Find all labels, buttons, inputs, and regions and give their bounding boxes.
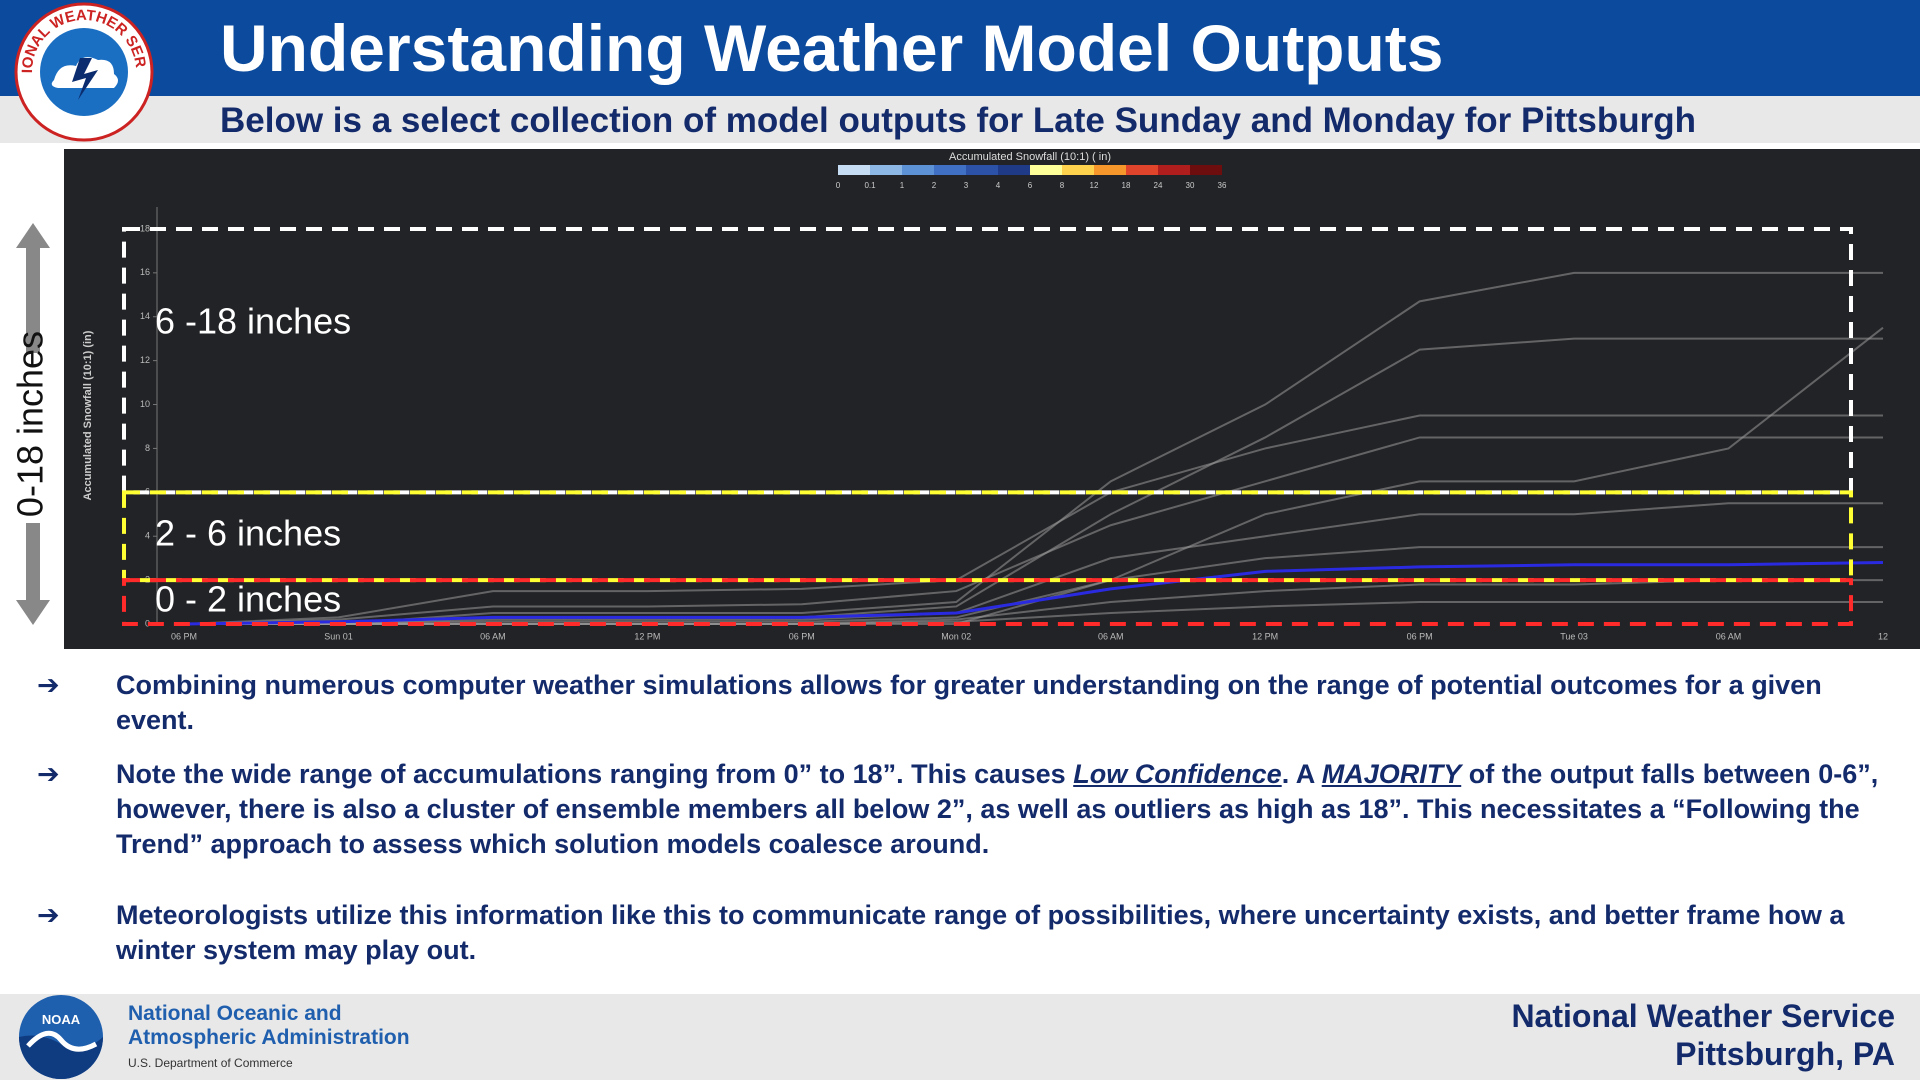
y-tick-label: 12 — [140, 355, 150, 365]
footer-text: National Oceanic and — [128, 1002, 342, 1025]
office-location: Pittsburgh, PA — [1675, 1036, 1895, 1072]
colorbar-title: Accumulated Snowfall (10:1) ( in) — [949, 151, 1111, 163]
range-arrow — [16, 223, 50, 353]
colorbar-label: 36 — [1218, 181, 1227, 190]
range-label: 0-18 inches — [10, 331, 51, 517]
y-axis-label: Accumulated Snowfall (10:1) (in) — [82, 330, 94, 500]
colorbar-label: 0 — [836, 181, 841, 190]
x-tick-label: 12 — [1878, 631, 1888, 641]
colorbar-label: 3 — [964, 181, 969, 190]
range-box — [122, 226, 1853, 495]
footer-text: U.S. Department of Commerce — [128, 1056, 293, 1070]
text-run: MAJORITY — [1321, 759, 1462, 789]
nws-logo: NATIONAL WEATHER SERVICE — [14, 2, 154, 142]
y-tick-label: 0 — [145, 618, 150, 628]
colorbar-swatch — [1158, 165, 1190, 175]
text-run: Combining numerous computer weather simu… — [116, 670, 1822, 735]
colorbar-swatch — [1126, 165, 1158, 175]
colorbar-swatch — [870, 165, 902, 175]
text-run: . A — [1281, 759, 1322, 789]
member-line — [184, 502, 1883, 625]
subtitle-bar — [0, 96, 1920, 143]
member-line — [184, 271, 1883, 625]
colorbar-label: 0.1 — [864, 181, 876, 190]
range-box-label: 0 - 2 inches — [155, 579, 341, 620]
bullet-text: Meteorologists utilize this information … — [116, 898, 1887, 968]
colorbar-label: 12 — [1090, 181, 1099, 190]
colorbar-label: 18 — [1122, 181, 1131, 190]
colorbar-label: 1 — [900, 181, 905, 190]
text-run: Meteorologists utilize this information … — [116, 900, 1845, 965]
x-tick-label: Sun 01 — [324, 631, 353, 641]
colorbar-label: 2 — [932, 181, 937, 190]
colorbar-label: 4 — [996, 181, 1001, 190]
y-tick-label: 10 — [140, 399, 150, 409]
colorbar-swatch — [934, 165, 966, 175]
member-line — [183, 414, 1883, 625]
header-bar — [0, 0, 1920, 96]
x-tick-label: Tue 03 — [1560, 631, 1588, 641]
y-tick-label: 16 — [140, 267, 150, 277]
subtitle: Below is a select collection of model ou… — [220, 101, 1696, 140]
colorbar-swatch — [998, 165, 1030, 175]
bullet: ➔ Meteorologists utilize this information… — [37, 898, 1887, 968]
text-run: Low Confidence — [1073, 759, 1282, 789]
colorbar-swatch — [902, 165, 934, 175]
noaa-badge: NOAA — [42, 1012, 81, 1027]
colorbar-label: 6 — [1028, 181, 1033, 190]
title: Understanding Weather Model Outputs — [220, 11, 1444, 85]
y-tick-label: 18 — [140, 223, 150, 233]
footer-text: Atmospheric Administration — [128, 1026, 410, 1049]
colorbar-label: 30 — [1186, 181, 1195, 190]
member-line — [183, 436, 1883, 625]
x-tick-label: 12 PM — [634, 631, 660, 641]
range-box-label: 2 - 6 inches — [155, 513, 341, 554]
range-box — [122, 578, 1853, 626]
colorbar-swatch — [1062, 165, 1094, 175]
range-arrow — [16, 523, 50, 625]
x-tick-label: 06 PM — [789, 631, 815, 641]
y-tick-label: 4 — [145, 531, 150, 541]
bullet: ➔ Note the wide range of accumulations ra… — [37, 757, 1887, 862]
mean-line — [183, 561, 1884, 626]
x-tick-label: 06 AM — [480, 631, 506, 641]
y-tick-label: 8 — [145, 443, 150, 453]
x-tick-label: 06 PM — [1407, 631, 1433, 641]
colorbar-label: 24 — [1154, 181, 1163, 190]
x-tick-label: 06 AM — [1716, 631, 1742, 641]
x-tick-label: 12 PM — [1252, 631, 1278, 641]
text-run: Note the wide range of accumulations ran… — [116, 759, 1074, 789]
bullet-text: Combining numerous computer weather simu… — [116, 668, 1887, 738]
colorbar-label: 8 — [1060, 181, 1065, 190]
bullet: ➔ Combining numerous computer weather sim… — [37, 668, 1887, 738]
colorbar-swatch — [1030, 165, 1062, 175]
colorbar-swatch — [1094, 165, 1126, 175]
bullet-text: Note the wide range of accumulations ran… — [116, 757, 1887, 862]
footer-bar — [0, 994, 1920, 1080]
x-tick-label: Mon 02 — [941, 631, 971, 641]
y-tick-label: 14 — [140, 311, 150, 321]
colorbar-swatch — [1190, 165, 1222, 175]
office-name: National Weather Service — [1511, 998, 1895, 1034]
x-tick-label: 06 PM — [171, 631, 197, 641]
colorbar-swatch — [838, 165, 870, 175]
x-tick-label: 06 AM — [1098, 631, 1124, 641]
text-run: of the output falls between 0-6”, howeve… — [116, 759, 1879, 859]
noaa-logo: NOAA — [19, 995, 103, 1079]
colorbar-swatch — [966, 165, 998, 175]
range-box-label: 6 -18 inches — [155, 300, 351, 341]
